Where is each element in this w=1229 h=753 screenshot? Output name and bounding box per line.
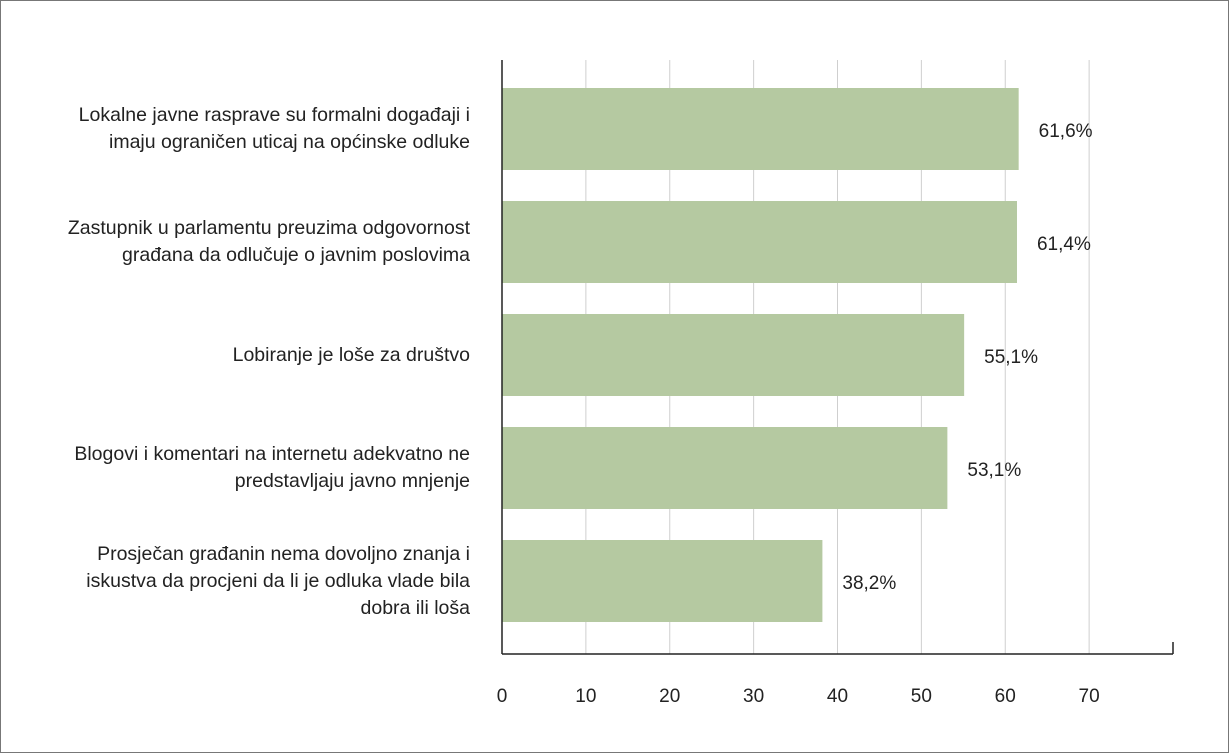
- x-tick-label: 50: [911, 686, 932, 707]
- x-tick-label: 0: [497, 686, 508, 707]
- category-label: Zastupnik u parlamentu preuzima odgovorn…: [67, 217, 470, 266]
- x-tick-label: 30: [743, 686, 764, 707]
- bar: [502, 540, 823, 622]
- value-label: 61,4%: [1037, 234, 1091, 255]
- category-label: Blogovi i komentari na internetu adekvat…: [74, 443, 470, 492]
- x-tick-label: 20: [659, 686, 680, 707]
- x-tick-label: 60: [995, 686, 1016, 707]
- value-label: 53,1%: [967, 460, 1021, 481]
- bar: [502, 314, 965, 396]
- category-label: Lobiranje je loše za društvo: [232, 343, 470, 366]
- bar: [502, 201, 1017, 283]
- value-label: 61,6%: [1039, 121, 1093, 142]
- value-label: 55,1%: [984, 347, 1038, 368]
- category-label: Lokalne javne rasprave su formalni događ…: [78, 104, 470, 153]
- x-tick-label: 70: [1079, 686, 1100, 707]
- x-tick-label: 10: [575, 686, 596, 707]
- bar: [502, 427, 948, 509]
- x-tick-label: 40: [827, 686, 848, 707]
- category-label: Prosječan građanin nema dovoljno znanja …: [86, 542, 470, 619]
- value-label: 38,2%: [842, 573, 896, 594]
- bar: [502, 88, 1019, 170]
